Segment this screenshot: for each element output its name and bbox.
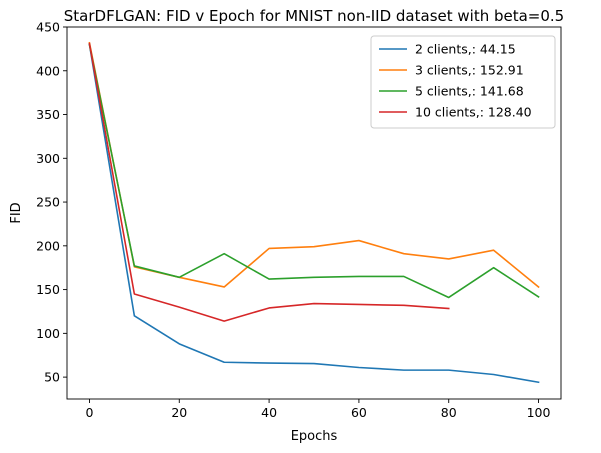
- legend-label: 2 clients,: 44.15: [415, 42, 516, 57]
- legend-label: 10 clients,: 128.40: [415, 105, 532, 120]
- x-tick-label: 0: [85, 405, 93, 420]
- x-tick-label: 40: [261, 405, 277, 420]
- x-tick-label: 80: [441, 405, 457, 420]
- legend-box: [370, 35, 556, 129]
- y-tick-label: 150: [36, 282, 60, 297]
- series-line-3: [88, 43, 540, 299]
- plot-frame: [66, 26, 562, 400]
- y-tick-label: 250: [36, 195, 60, 210]
- y-tick-label: 200: [36, 238, 60, 253]
- legend-label: 5 clients,: 141.68: [415, 84, 524, 99]
- y-tick-label: 100: [36, 326, 60, 341]
- series-layer: [88, 41, 540, 384]
- x-tick-label: 100: [527, 405, 551, 420]
- y-tick-label: 450: [36, 20, 60, 35]
- x-tick-label: 60: [351, 405, 367, 420]
- y-tick-label: 50: [44, 370, 60, 385]
- y-tick-label: 400: [36, 63, 60, 78]
- series-line-1: [88, 43, 540, 384]
- y-tick-label: 300: [36, 151, 60, 166]
- y-tick-label: 350: [36, 107, 60, 122]
- legend: 2 clients,: 44.15 3 clients,: 152.91 5 cli…: [370, 35, 556, 129]
- legend-label: 3 clients,: 152.91: [415, 63, 524, 78]
- legend-items: 2 clients,: 44.15 3 clients,: 152.91 5 cli…: [379, 42, 532, 120]
- x-axis-label: Epochs: [291, 429, 338, 444]
- x-axis-ticks: 0 20 40 60 80 100: [85, 399, 551, 420]
- y-axis-label: FID: [9, 202, 24, 223]
- x-tick-label: 20: [171, 405, 187, 420]
- series-line-4: [88, 42, 450, 322]
- chart-title: StarDFLGAN: FID v Epoch for MNIST non-II…: [64, 7, 564, 25]
- y-axis-ticks: 50 100 150 200 250 300 350 400 450: [36, 20, 67, 385]
